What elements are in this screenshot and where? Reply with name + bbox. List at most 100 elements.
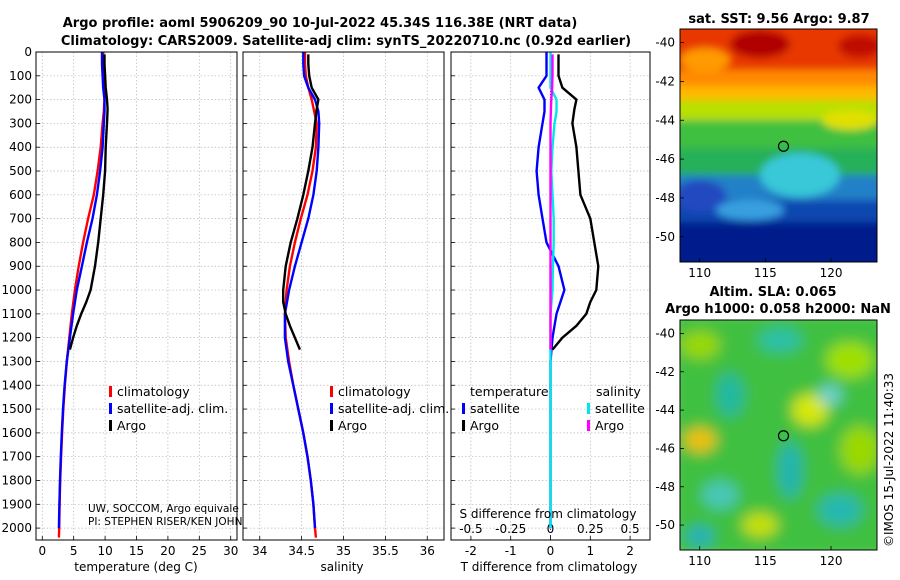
y-tick-label: 1700 [1, 450, 32, 464]
map-y-tick-label: -44 [655, 403, 675, 417]
y-tick-label: 1300 [1, 354, 32, 368]
sla-map-frame [679, 319, 878, 551]
legend-swatch-s-argo [587, 420, 590, 431]
map-y-tick-label: -48 [655, 480, 675, 494]
map-x-tick-label: 120 [820, 266, 843, 280]
sla-map-axes: 110 115 120 -40 -42 -44 -46 -48 -50 [655, 326, 842, 568]
y-tick-label: 100 [9, 69, 32, 83]
figure-title-line1: Argo profile: aoml 5906209_90 10-Jul-202… [63, 16, 578, 31]
x-tick-label: 36 [420, 544, 435, 558]
series-line-t-argo [551, 54, 600, 351]
plot-area [36, 52, 237, 540]
sla-map [680, 320, 877, 550]
legend-title-temperature: temperature [470, 384, 549, 399]
top-x-tick-label: -0.25 [495, 522, 526, 536]
y-tick-label: 400 [9, 140, 32, 154]
legend-swatch-satellite [330, 403, 333, 414]
map-y-tick-label: -50 [655, 518, 675, 532]
plot-frame [242, 51, 445, 541]
credit-line1: UW, SOCCOM, Argo equivale [88, 503, 239, 515]
argo-position-marker [777, 430, 790, 442]
y-tick-label: 900 [9, 259, 32, 273]
map-y-tick-label: -44 [655, 113, 675, 127]
x-tick-label: 34 [252, 544, 267, 558]
series-line-s-argo [549, 54, 554, 350]
series-group [57, 52, 109, 538]
map-y-tick-label: -42 [655, 74, 675, 88]
plot-frame [450, 51, 651, 541]
legend-argo: Argo [338, 418, 367, 433]
salinity-xlabel: salinity [320, 560, 363, 574]
y-tick-label: 500 [9, 164, 32, 178]
x-tick-label: 10 [97, 544, 112, 558]
legend-climatology: climatology [338, 384, 411, 399]
x-tick-label: -1 [505, 544, 517, 558]
figure-title-line2: Climatology: CARS2009. Satellite-adj cli… [61, 34, 631, 49]
sla-map-title-line1: Altim. SLA: 0.065 [710, 285, 837, 300]
y-tick-label: 1000 [1, 283, 32, 297]
y-tick-label: 300 [9, 116, 32, 130]
x-tick-label: 35 [336, 544, 351, 558]
y-tick-label: 1800 [1, 473, 32, 487]
legend-swatch-s-satellite [587, 403, 590, 414]
x-tick-label: 0 [547, 544, 555, 558]
legend-swatch-t-argo [462, 420, 465, 431]
map-y-tick-label: -46 [655, 152, 675, 166]
difference-legend: temperature salinity satellite Argo sate… [462, 384, 645, 433]
legend-argo: Argo [117, 418, 146, 433]
temperature-panel: 0100200300400500600700800900100011001200… [1, 45, 238, 558]
series-line-s-satellite [549, 52, 558, 529]
legend-s-argo: Argo [595, 418, 624, 433]
plot-frame [35, 51, 238, 541]
sst-map-title: sat. SST: 9.56 Argo: 9.87 [688, 12, 869, 27]
y-tick-label: 200 [9, 93, 32, 107]
map-x-tick-label: 110 [688, 266, 711, 280]
legend-swatch-argo [330, 420, 333, 431]
y-tick-label: 0 [24, 45, 32, 59]
sst-map [680, 29, 877, 262]
salinity-panel: 34 34.5 35 35.5 36 [242, 51, 445, 558]
y-tick-label: 1200 [1, 331, 32, 345]
legend-t-argo: Argo [470, 418, 499, 433]
map-y-tick-label: -46 [655, 441, 675, 455]
series-line-argo [282, 54, 320, 351]
x-tick-label: 20 [160, 544, 175, 558]
series-line-satellite-adj-clim- [57, 52, 106, 529]
sst-map-frame [679, 28, 878, 263]
salinity-legend: climatology satellite-adj. clim. Argo [330, 384, 449, 433]
map-y-tick-label: -42 [655, 365, 675, 379]
top-x-tick-label: 0.5 [621, 522, 640, 536]
plot-area [243, 52, 444, 540]
map-x-tick-label: 110 [688, 554, 711, 568]
map-x-tick-label: 120 [820, 554, 843, 568]
map-y-tick-label: -40 [655, 36, 675, 50]
legend-swatch-argo [109, 420, 112, 431]
legend-climatology: climatology [117, 384, 190, 399]
x-tick-label: 30 [223, 544, 238, 558]
timestamp: ©IMOS 15-Jul-2022 11:40:33 [882, 373, 896, 547]
legend-title-salinity: salinity [596, 384, 641, 399]
legend-satellite: satellite-adj. clim. [338, 401, 449, 416]
y-tick-label: 600 [9, 188, 32, 202]
x-tick-label: 0 [38, 544, 46, 558]
x-tick-label: 35.5 [372, 544, 399, 558]
y-tick-label: 2000 [1, 521, 32, 535]
x-tick-label: -2 [465, 544, 477, 558]
x-tick-label: 34.5 [288, 544, 315, 558]
temperature-legend: climatology satellite-adj. clim. Argo [109, 384, 228, 433]
y-tick-label: 1600 [1, 426, 32, 440]
difference-panel: -2 -1 0 1 2-0.5 -0.25 0 0.25 0.5 [450, 51, 651, 558]
map-y-tick-label: -40 [655, 326, 675, 340]
credit-line2: PI: STEPHEN RISER/KEN JOHN [88, 516, 242, 528]
y-tick-label: 800 [9, 235, 32, 249]
series-group [282, 52, 321, 538]
y-tick-label: 1900 [1, 497, 32, 511]
x-tick-label: 1 [586, 544, 594, 558]
legend-satellite: satellite-adj. clim. [117, 401, 228, 416]
map-y-tick-label: -48 [655, 191, 675, 205]
legend-t-satellite: satellite [470, 401, 520, 416]
map-y-tick-label: -50 [655, 230, 675, 244]
y-tick-label: 700 [9, 212, 32, 226]
legend-swatch-t-satellite [462, 403, 465, 414]
